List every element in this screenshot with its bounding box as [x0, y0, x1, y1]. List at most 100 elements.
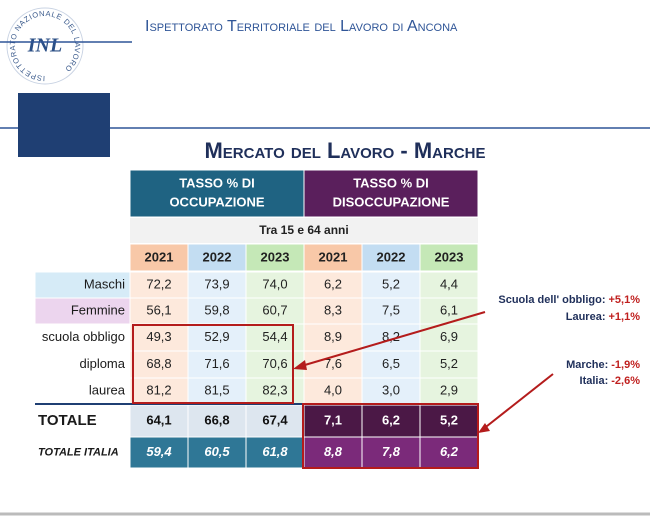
year-cell — [245, 243, 305, 272]
annotation-label: Italia: — [580, 375, 609, 387]
value-cell — [419, 350, 479, 379]
value: 64,1 — [146, 412, 171, 427]
value-cell — [245, 297, 305, 325]
value: 56,1 — [146, 302, 171, 317]
group-header: TASSO % DI — [179, 175, 255, 190]
value-cell — [187, 436, 247, 469]
value-cell — [419, 436, 479, 469]
value: 6,2 — [382, 412, 400, 427]
annotation: Italia: -2,6% — [580, 375, 641, 387]
value: 60,5 — [204, 444, 230, 459]
year-cell — [303, 243, 363, 272]
year: 2023 — [261, 249, 290, 264]
group-header: OCCUPAZIONE — [169, 194, 264, 209]
arrowhead — [293, 360, 307, 370]
annotation-value: +1,1% — [609, 311, 641, 323]
value: 49,3 — [146, 329, 171, 344]
value-cell — [187, 323, 247, 352]
value: 4,4 — [440, 276, 458, 291]
value: 54,4 — [262, 329, 287, 344]
group-header-cell — [303, 169, 479, 218]
value: 8,3 — [324, 302, 342, 317]
annotation-value: -2,6% — [611, 375, 640, 387]
group-header: DISOCCUPAZIONE — [333, 194, 450, 209]
value: 6,5 — [382, 356, 400, 371]
year-cell — [419, 243, 479, 272]
value: 60,7 — [262, 302, 287, 317]
arrowhead — [478, 423, 490, 433]
subheader: Tra 15 e 64 anni — [259, 223, 348, 237]
value: 2,9 — [440, 382, 458, 397]
group-header-cell — [129, 169, 305, 218]
row-label: scuola obbligo — [42, 329, 125, 344]
value: 70,6 — [262, 356, 287, 371]
value-cell — [303, 297, 363, 325]
year: 2021 — [145, 249, 174, 264]
slide-title: Mercato del Lavoro - Marche — [204, 138, 485, 163]
value: 7,8 — [382, 444, 401, 459]
value-cell — [245, 436, 305, 469]
highlight-box — [302, 403, 479, 469]
value-cell — [419, 377, 479, 405]
value-cell — [303, 404, 363, 438]
value-cell — [187, 297, 247, 325]
arrow — [481, 373, 554, 431]
year-cell — [129, 243, 189, 272]
value: 7,1 — [324, 412, 342, 427]
accent-block — [18, 93, 110, 157]
row-label-cell — [34, 271, 131, 299]
value-cell — [187, 271, 247, 299]
row-label: Femmine — [71, 302, 125, 317]
organization: Ispettorato Territoriale del Lavoro di A… — [145, 18, 458, 35]
value-cell — [361, 436, 421, 469]
row-label: TOTALE ITALIA — [38, 446, 119, 458]
value: 59,8 — [204, 302, 229, 317]
value-cell — [187, 350, 247, 379]
annotation-value: -1,9% — [611, 359, 640, 371]
arrow — [297, 311, 486, 368]
logo-monogram: INL — [27, 35, 62, 57]
annotation-value: +5,1% — [609, 294, 641, 306]
value-cell — [419, 271, 479, 299]
value: 4,0 — [324, 382, 342, 397]
value-cell — [245, 271, 305, 299]
value: 5,2 — [440, 356, 458, 371]
value: 82,3 — [262, 382, 287, 397]
annotation: Scuola dell' obbligo: +5,1% — [498, 294, 640, 306]
annotation-label: Laurea: — [566, 311, 606, 323]
row-label: TOTALE — [38, 412, 97, 429]
row-label: Maschi — [84, 276, 125, 291]
highlight-box — [132, 324, 294, 404]
value: 61,8 — [262, 444, 288, 459]
group-header: TASSO % DI — [353, 175, 429, 190]
value: 59,4 — [146, 444, 172, 459]
value-cell — [245, 350, 305, 379]
value-cell — [419, 297, 479, 325]
value-cell — [129, 297, 189, 325]
year-cell — [361, 243, 421, 272]
value: 6,2 — [440, 444, 459, 459]
value: 81,2 — [146, 382, 171, 397]
value-cell — [361, 323, 421, 352]
value: 81,5 — [204, 382, 229, 397]
value: 5,2 — [382, 276, 400, 291]
logo-circle — [6, 7, 84, 85]
value: 74,0 — [262, 276, 287, 291]
subheader-cell — [130, 218, 478, 243]
row-label: diploma — [79, 356, 125, 371]
value: 73,9 — [204, 276, 229, 291]
value-cell — [129, 323, 189, 352]
annotation: Marche: -1,9% — [566, 359, 640, 371]
value: 8,8 — [324, 444, 343, 459]
value: 3,0 — [382, 382, 400, 397]
value: 6,1 — [440, 302, 458, 317]
value: 5,2 — [440, 412, 458, 427]
value: 52,9 — [204, 329, 229, 344]
value: 7,6 — [324, 356, 342, 371]
value-cell — [361, 297, 421, 325]
year: 2023 — [435, 249, 464, 264]
value: 68,8 — [146, 356, 171, 371]
year: 2021 — [319, 249, 348, 264]
value: 72,2 — [146, 276, 171, 291]
